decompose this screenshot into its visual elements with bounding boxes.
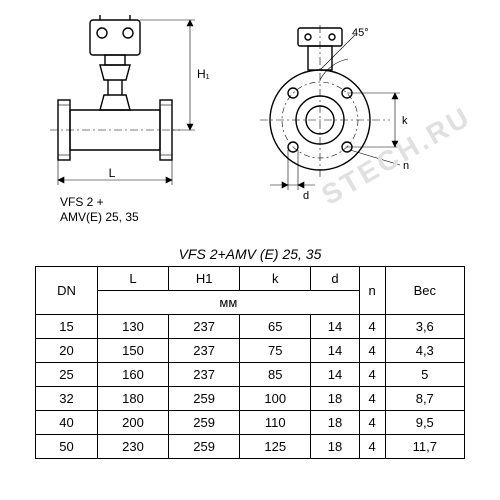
cell-d: 18	[311, 411, 359, 435]
dim-label-n: n	[403, 160, 409, 172]
cell-weight: 4,3	[385, 339, 464, 363]
table-header-row: DN L H1 k d n Вес	[36, 267, 465, 291]
technical-diagram: L H₁	[0, 0, 500, 240]
dim-label-H1: H₁	[197, 67, 210, 81]
cell-n: 4	[359, 315, 385, 339]
dim-label-d: d	[303, 190, 309, 202]
cell-l: 150	[97, 339, 168, 363]
cell-n: 4	[359, 363, 385, 387]
cell-weight: 5	[385, 363, 464, 387]
product-label-line2: AMV(E) 25, 35	[60, 210, 139, 224]
table-title: VFS 2+AMV (E) 25, 35	[0, 246, 500, 262]
header-l: L	[97, 267, 168, 291]
cell-weight: 11,7	[385, 435, 464, 459]
cell-k: 75	[240, 339, 311, 363]
table-row: 402002591101849,5	[36, 411, 465, 435]
dimensions-table: DN L H1 k d n Вес мм 15130237651443,6201…	[35, 266, 465, 459]
cell-k: 110	[240, 411, 311, 435]
cell-h1: 237	[169, 315, 240, 339]
header-h1: H1	[169, 267, 240, 291]
cell-dn: 40	[36, 411, 98, 435]
cell-l: 180	[97, 387, 168, 411]
cell-n: 4	[359, 387, 385, 411]
cell-k: 85	[240, 363, 311, 387]
product-label-line1: VFS 2 +	[60, 195, 104, 209]
dim-label-angle: 45°	[352, 27, 369, 39]
cell-d: 18	[311, 435, 359, 459]
table-row: 25160237851445	[36, 363, 465, 387]
cell-h1: 259	[169, 411, 240, 435]
cell-d: 18	[311, 387, 359, 411]
cell-n: 4	[359, 435, 385, 459]
cell-weight: 8,7	[385, 387, 464, 411]
cell-k: 125	[240, 435, 311, 459]
cell-l: 130	[97, 315, 168, 339]
cell-l: 230	[97, 435, 168, 459]
header-n: n	[359, 267, 385, 315]
cell-dn: 50	[36, 435, 98, 459]
cell-l: 200	[97, 411, 168, 435]
cell-k: 100	[240, 387, 311, 411]
cell-d: 14	[311, 363, 359, 387]
header-weight: Вес	[385, 267, 464, 315]
cell-d: 14	[311, 315, 359, 339]
cell-n: 4	[359, 411, 385, 435]
cell-k: 65	[240, 315, 311, 339]
cell-dn: 32	[36, 387, 98, 411]
cell-h1: 237	[169, 363, 240, 387]
cell-h1: 259	[169, 435, 240, 459]
header-k: k	[240, 267, 311, 291]
header-d: d	[311, 267, 359, 291]
header-dn: DN	[36, 267, 98, 315]
cell-h1: 259	[169, 387, 240, 411]
cell-h1: 237	[169, 339, 240, 363]
cell-weight: 3,6	[385, 315, 464, 339]
cell-d: 14	[311, 339, 359, 363]
cell-dn: 15	[36, 315, 98, 339]
dim-label-k: k	[402, 115, 408, 127]
table-row: 321802591001848,7	[36, 387, 465, 411]
cell-dn: 25	[36, 363, 98, 387]
cell-weight: 9,5	[385, 411, 464, 435]
dim-label-L: L	[109, 166, 116, 180]
table-row: 15130237651443,6	[36, 315, 465, 339]
table-row: 5023025912518411,7	[36, 435, 465, 459]
cell-dn: 20	[36, 339, 98, 363]
cell-n: 4	[359, 339, 385, 363]
units-mm: мм	[97, 291, 359, 315]
table-row: 20150237751444,3	[36, 339, 465, 363]
cell-l: 160	[97, 363, 168, 387]
